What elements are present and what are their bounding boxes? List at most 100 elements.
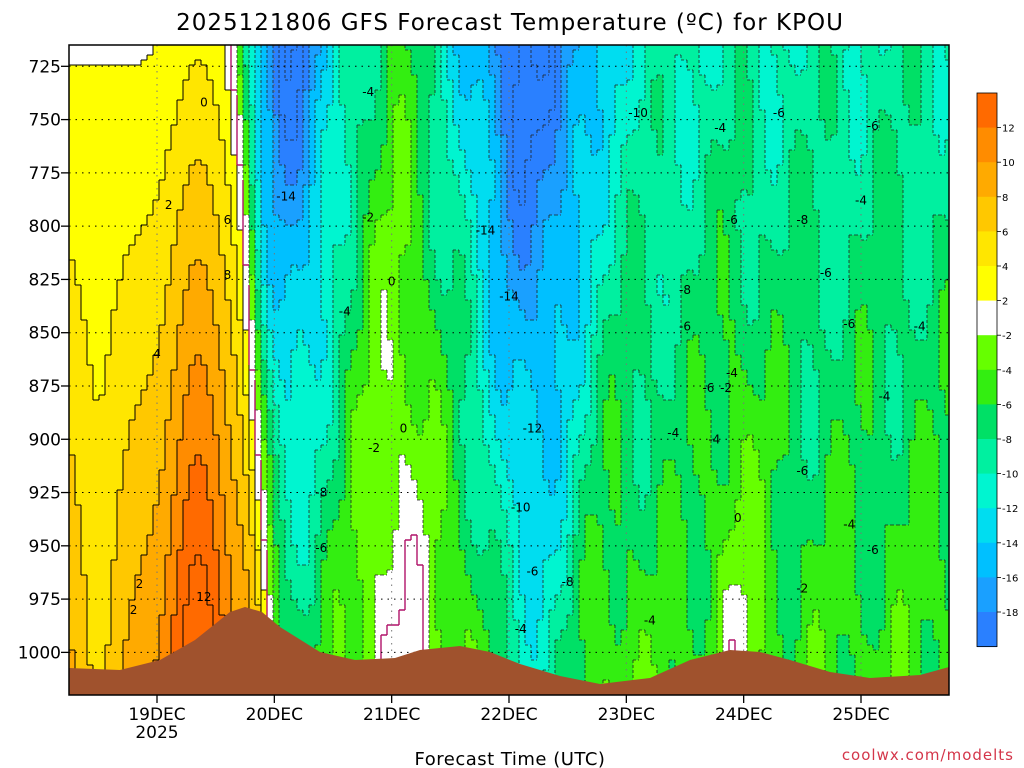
colorbar-label: 6 — [1002, 227, 1008, 238]
plot-area: 022246812-14-4-4-200-2-8-6-14-14-12-10-6… — [69, 45, 949, 695]
colorbar-swatch — [977, 577, 997, 613]
contour-label: -8 — [315, 486, 327, 500]
colorbar-swatch — [977, 508, 997, 544]
contour-label: -6 — [726, 213, 738, 227]
colorbar-label: -6 — [1002, 400, 1012, 411]
colorbar-label: -2 — [1002, 331, 1012, 342]
contour-label: -4 — [644, 613, 656, 627]
y-tick-label: 925 — [29, 484, 61, 504]
contour-label: 2 — [130, 603, 138, 617]
contour-label: -6 — [702, 381, 714, 395]
colorbar-label: -14 — [1002, 539, 1018, 550]
colorbar-swatch — [977, 404, 997, 440]
contour-label: -8 — [562, 575, 574, 589]
colorbar-label: 10 — [1002, 158, 1015, 169]
contour-label: -4 — [726, 366, 738, 380]
contour-label: -14 — [499, 289, 519, 303]
colorbar-swatch — [977, 473, 997, 509]
contour-label: -2 — [368, 441, 380, 455]
colorbar-label: 2 — [1002, 297, 1008, 308]
contour-label: -4 — [855, 194, 867, 208]
contour-label: -6 — [679, 319, 691, 333]
colorbar-label: 4 — [1002, 262, 1008, 273]
contour-label: -14 — [476, 223, 496, 237]
y-tick-label: 725 — [29, 57, 61, 77]
colorbar-swatch — [977, 612, 997, 648]
terrain-surface — [69, 607, 949, 695]
contour-label: -6 — [867, 119, 879, 133]
contour-label: -6 — [796, 464, 808, 478]
colorbar-swatch — [977, 196, 997, 232]
credit-text: coolwx.com/modelts — [842, 746, 1014, 764]
colorbar-swatch — [977, 300, 997, 336]
colorbar-label: -4 — [1002, 366, 1012, 377]
colorbar-label: -8 — [1002, 435, 1012, 446]
y-tick-label: 900 — [29, 430, 61, 450]
chart-title: 2025121806 GFS Forecast Temperature (ºC)… — [176, 10, 844, 36]
contour-label: -4 — [362, 85, 374, 99]
contour-label: 0 — [200, 96, 208, 110]
y-tick-label: 750 — [29, 111, 61, 131]
colorbar-label: -10 — [1002, 470, 1018, 481]
contour-label: 6 — [224, 213, 232, 227]
contour-label: -4 — [515, 622, 527, 636]
y-tick-label: 1000 — [18, 643, 61, 663]
x-tick-label: 23DEC — [598, 705, 655, 725]
x-year-label: 2025 — [135, 723, 178, 743]
colorbar-swatch — [977, 369, 997, 405]
x-tick-label: 20DEC — [246, 705, 303, 725]
contour-label: -4 — [914, 319, 926, 333]
contour-label: -4 — [708, 432, 720, 446]
x-tick-label: 19DEC — [128, 705, 185, 725]
x-axis-label: Forecast Time (UTC) — [415, 749, 606, 768]
contour-label: -2 — [796, 581, 808, 595]
y-tick-label: 775 — [29, 164, 61, 184]
colorbar-label: 12 — [1002, 124, 1015, 135]
contour-label: -10 — [628, 106, 648, 120]
contour-label: -4 — [714, 121, 726, 135]
contour-label: -6 — [773, 106, 785, 120]
contour-label: -6 — [820, 266, 832, 280]
colorbar-label: -16 — [1002, 573, 1018, 584]
contour-label: -10 — [511, 500, 531, 514]
y-axis-ticks: 725 750 775 800 825 850 875 900 925 950 975 1000 — [18, 57, 69, 663]
colorbar-swatch — [977, 266, 997, 302]
contour-labels: 022246812-14-4-4-200-2-8-6-14-14-12-10-6… — [130, 85, 926, 636]
colorbar-swatch — [977, 162, 997, 198]
contour-label: -6 — [315, 541, 327, 555]
contour-label: -6 — [867, 543, 879, 557]
colorbar-swatch — [977, 231, 997, 267]
colorbar-swatch — [977, 542, 997, 578]
contour-label: 0 — [400, 422, 408, 436]
contour-label: -4 — [339, 304, 351, 318]
contour-label: -12 — [523, 422, 543, 436]
dashed-contours — [236, 45, 949, 695]
contour-label: 8 — [224, 268, 232, 282]
contour-label: 12 — [196, 590, 211, 604]
y-tick-label: 850 — [29, 324, 61, 344]
colorbar-swatch — [977, 439, 997, 475]
contour-label: 0 — [388, 275, 396, 289]
colorbar-swatch — [977, 335, 997, 371]
colorbar: 12 10 8 6 4 2 -2 -4 -6 -8 -10 -12 -14 -16 -18 — [976, 92, 1018, 648]
colorbar-swatch — [977, 127, 997, 163]
y-tick-label: 975 — [29, 590, 61, 610]
colorbar-label: -18 — [1002, 608, 1018, 619]
contour-label: 0 — [734, 511, 742, 525]
x-tick-label: 24DEC — [715, 705, 772, 725]
contour-label: -4 — [667, 426, 679, 440]
contour-label: -4 — [843, 518, 855, 532]
x-tick-label: 22DEC — [480, 705, 537, 725]
contour-label: 2 — [136, 577, 144, 591]
contour-label: -8 — [796, 213, 808, 227]
x-axis-ticks: 19DEC 20DEC 21DEC 22DEC 23DEC 24DEC 25DEC 2025 — [128, 695, 890, 743]
colorbar-label: -12 — [1002, 504, 1018, 515]
grid-lines — [69, 45, 949, 695]
y-tick-label: 825 — [29, 270, 61, 290]
contour-label: 4 — [153, 347, 161, 361]
contour-label: -2 — [362, 211, 374, 225]
solid-contours — [69, 45, 400, 695]
contour-label: 2 — [165, 198, 173, 212]
y-tick-label: 875 — [29, 377, 61, 397]
